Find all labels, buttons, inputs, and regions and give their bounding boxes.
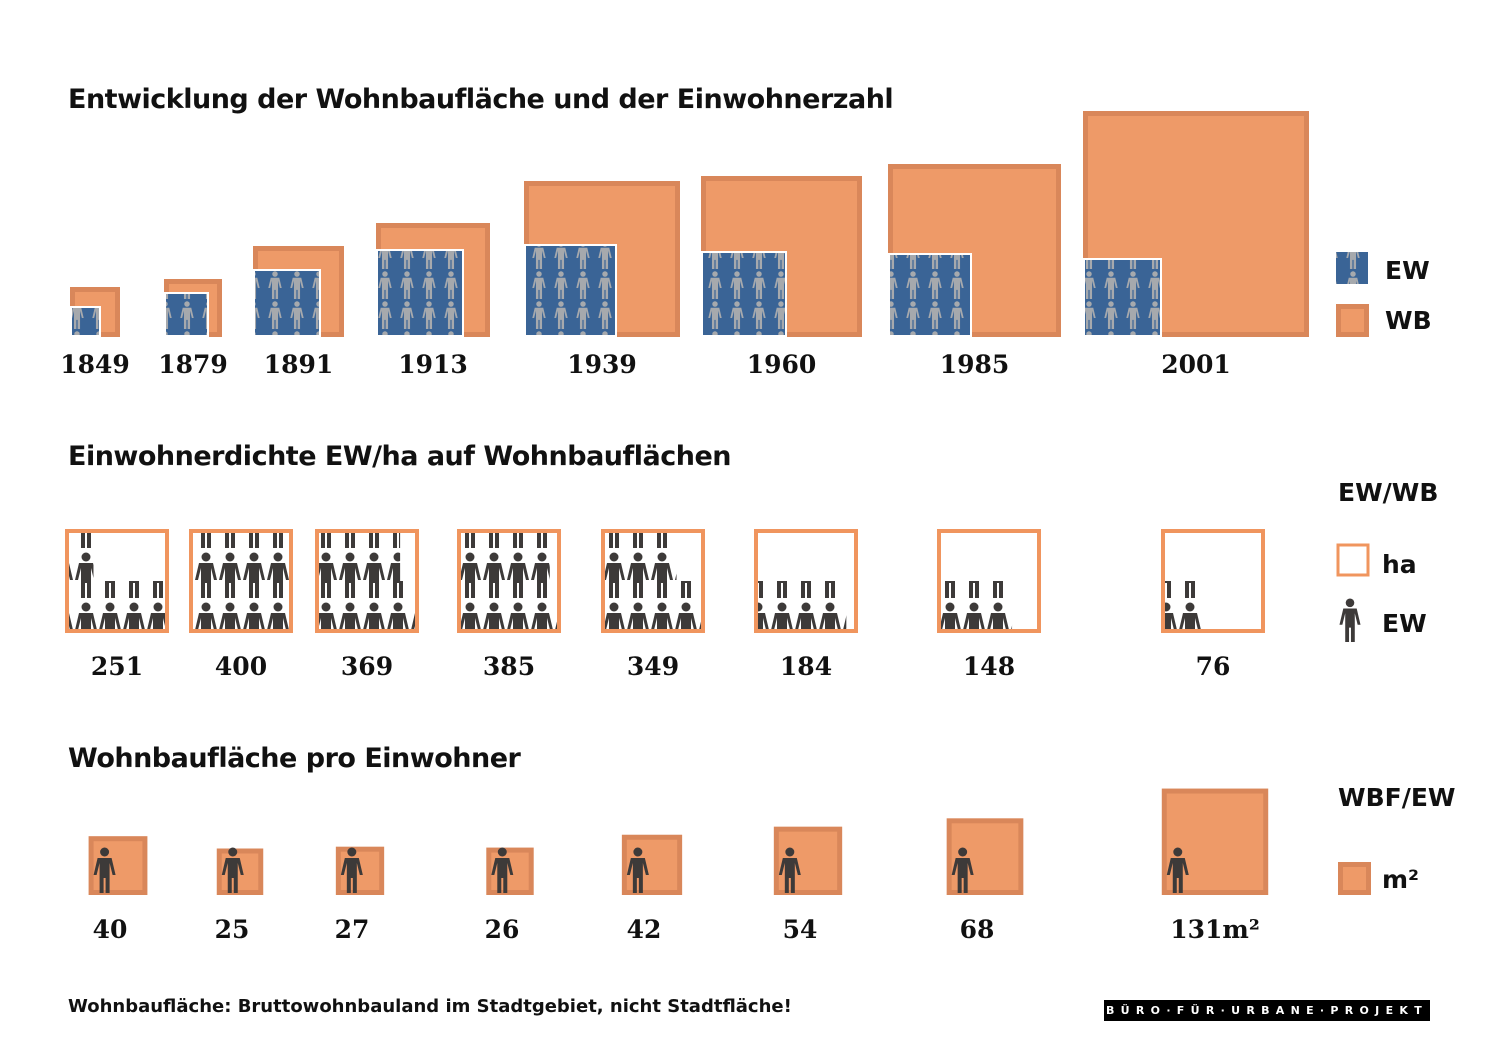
ew-square bbox=[253, 269, 321, 337]
area-label: 27 bbox=[334, 915, 370, 944]
density-label: 349 bbox=[626, 652, 680, 681]
people-row bbox=[69, 533, 94, 581]
area-label: 131m² bbox=[1170, 915, 1260, 944]
year-label: 2001 bbox=[1161, 350, 1231, 379]
density-label: 148 bbox=[962, 652, 1016, 681]
year-label: 1985 bbox=[939, 350, 1010, 379]
people-row bbox=[69, 581, 165, 629]
area-square-inner bbox=[951, 823, 1019, 890]
people-row bbox=[319, 533, 401, 581]
year-label: 1939 bbox=[567, 350, 637, 379]
legend-ew: EW bbox=[1385, 256, 1430, 285]
year-label: 1879 bbox=[158, 350, 228, 379]
people-row bbox=[193, 581, 289, 629]
legend-ew-swatch bbox=[1336, 252, 1368, 284]
area-label: 68 bbox=[959, 915, 995, 944]
legend-wb-swatch-inner bbox=[1341, 309, 1364, 332]
footnote: Wohnbaufläche: Bruttowohnbauland im Stad… bbox=[68, 996, 792, 1017]
ew-square bbox=[70, 306, 101, 337]
section3-title: Wohnbaufläche pro Einwohner bbox=[68, 743, 521, 774]
legend2-title: EW/WB bbox=[1338, 478, 1439, 507]
year-label: 1849 bbox=[60, 350, 130, 379]
people-row bbox=[461, 581, 557, 629]
people-row bbox=[1165, 581, 1202, 629]
people-row bbox=[605, 533, 677, 581]
density-label: 369 bbox=[340, 652, 394, 681]
ew-square bbox=[376, 249, 464, 337]
legend3-title: WBF/EW bbox=[1338, 783, 1456, 812]
legend-ha-swatch bbox=[1336, 543, 1370, 577]
logo: BÜRO·FÜR·URBANE·PROJEKT bbox=[1104, 1000, 1430, 1021]
people-row bbox=[461, 533, 550, 581]
area-label: 25 bbox=[214, 915, 250, 944]
area-label: 40 bbox=[92, 915, 128, 944]
area-label: 42 bbox=[626, 915, 662, 944]
ew-square bbox=[164, 292, 209, 337]
legend-m2-swatch-inner bbox=[1343, 867, 1366, 890]
density-label: 76 bbox=[1195, 652, 1231, 681]
density-label: 251 bbox=[90, 652, 144, 681]
people-row bbox=[941, 581, 1013, 629]
ew-square bbox=[1083, 258, 1162, 337]
density-label: 400 bbox=[214, 652, 268, 681]
year-label: 1960 bbox=[746, 350, 817, 379]
section2-title: Einwohnerdichte EW/ha auf Wohnbauflächen bbox=[68, 441, 732, 472]
area-label: 54 bbox=[782, 915, 818, 944]
year-label: 1891 bbox=[263, 350, 334, 379]
ew-square bbox=[888, 253, 972, 337]
area-label: 26 bbox=[484, 915, 520, 944]
section1-title: Entwicklung der Wohnbaufläche und der Ei… bbox=[68, 84, 894, 115]
density-label: 184 bbox=[779, 652, 833, 681]
people-row bbox=[319, 581, 415, 629]
legend-wb: WB bbox=[1385, 306, 1432, 335]
legend-m2: m² bbox=[1382, 865, 1419, 894]
density-label: 385 bbox=[482, 652, 536, 681]
people-row bbox=[605, 581, 701, 629]
people-row bbox=[758, 581, 847, 629]
legend-person-icon bbox=[1339, 598, 1361, 642]
people-row bbox=[193, 533, 289, 581]
ew-square bbox=[524, 244, 617, 337]
legend-ha: ha bbox=[1382, 550, 1417, 579]
year-label: 1913 bbox=[398, 350, 468, 379]
area-square-inner bbox=[1166, 793, 1264, 890]
legend-ew2: EW bbox=[1382, 609, 1427, 638]
ew-square bbox=[701, 251, 787, 337]
